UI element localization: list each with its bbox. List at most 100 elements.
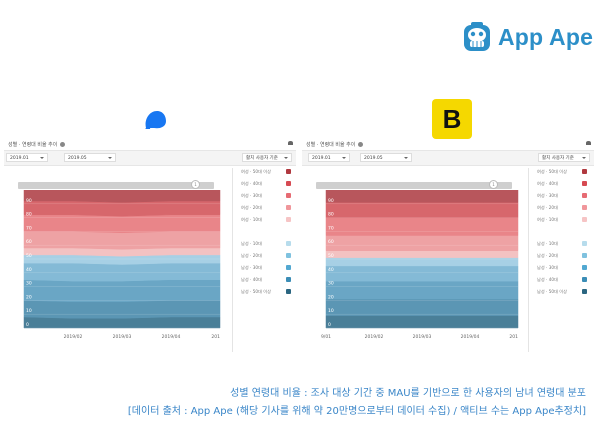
y-tick-label: 30 <box>26 281 32 287</box>
y-tick-label: 10 <box>26 308 32 314</box>
y-tick-label: 60 <box>26 239 32 245</box>
panel-title: 성별 · 연령대 비율 추이 <box>8 141 66 148</box>
legend-item[interactable]: 여성 · 30대 <box>234 192 294 200</box>
end-date-select[interactable]: 2019.05 <box>360 153 412 162</box>
y-tick-label: 90 <box>26 198 32 204</box>
start-date-select[interactable]: 2019.01 <box>308 153 350 162</box>
legend-item[interactable]: 남성 · 20대 <box>530 252 590 260</box>
legend-item[interactable]: 남성 · 50대 이상 <box>234 288 294 296</box>
legend-item[interactable]: 여성 · 50대 이상 <box>530 168 590 176</box>
download-icon[interactable] <box>287 140 294 146</box>
y-tick-label: 80 <box>26 212 32 218</box>
legend-checkbox[interactable] <box>286 277 291 282</box>
panel-title: 성별 · 연령대 비율 추이 <box>306 141 364 148</box>
legend-checkbox[interactable] <box>286 253 291 258</box>
legend-item[interactable]: 남성 · 30대 <box>530 264 590 272</box>
slider-handle-label: 1 <box>194 182 197 187</box>
chevron-down-icon <box>582 157 586 159</box>
x-tick-label: 2019/03 <box>113 334 132 340</box>
y-tick-label: 40 <box>26 267 32 273</box>
legend-item[interactable]: 남성 · 10대 <box>234 240 294 248</box>
slider-handle[interactable]: 1 <box>489 180 498 189</box>
legend-item[interactable]: 여성 · 20대 <box>234 204 294 212</box>
legend-checkbox[interactable] <box>286 205 291 210</box>
area-series <box>325 235 519 251</box>
end-date-select[interactable]: 2019.05 <box>64 153 116 162</box>
slider-handle[interactable]: 1 <box>191 180 200 189</box>
legend-checkbox[interactable] <box>286 169 291 174</box>
range-slider[interactable]: 1 <box>18 180 214 189</box>
panel-right: 성별 · 연령대 비율 추이 2019.01 2019.05 활치 사용자 기준… <box>302 138 594 352</box>
legend-checkbox[interactable] <box>582 241 587 246</box>
end-date-value: 2019.05 <box>364 156 383 161</box>
legend-label: 여성 · 50대 이상 <box>241 169 271 174</box>
legend-checkbox[interactable] <box>286 181 291 186</box>
legend-checkbox[interactable] <box>582 181 587 186</box>
legend-label: 여성 · 30대 <box>241 193 262 198</box>
legend-item[interactable]: 여성 · 10대 <box>530 216 590 224</box>
area-series <box>325 265 519 282</box>
x-tick-label: 2019/03 <box>413 334 432 340</box>
legend-checkbox[interactable] <box>286 193 291 198</box>
area-series <box>23 190 221 203</box>
help-icon[interactable] <box>60 142 66 147</box>
basis-select[interactable]: 활치 사용자 기준 <box>242 153 292 162</box>
legend-item[interactable]: 남성 · 50대 이상 <box>530 288 590 296</box>
legend-item[interactable]: 남성 · 40대 <box>530 276 590 284</box>
area-series <box>23 200 221 217</box>
legend-label: 여성 · 10대 <box>537 217 558 222</box>
legend-checkbox[interactable] <box>582 253 587 258</box>
chevron-down-icon <box>404 157 408 159</box>
end-date-value: 2019.05 <box>68 156 87 161</box>
x-tick-label: 9/01 <box>321 334 331 340</box>
filter-bar: 2019.01 2019.05 활치 사용자 기준 <box>4 150 296 166</box>
legend-label: 여성 · 10대 <box>241 217 262 222</box>
basis-value: 활치 사용자 기준 <box>542 156 574 161</box>
legend-label: 남성 · 50대 이상 <box>241 289 271 294</box>
stacked-area-chart-right: 0 10 20 30 40 50 60 70 80 90 9/01 2019/02 2019/03 201… <box>321 190 519 340</box>
stacked-area-chart-left: 0 10 20 30 40 50 60 70 80 90 2019/02 2019/03 2019/04… <box>23 190 221 340</box>
area-series <box>23 279 221 303</box>
legend-item[interactable]: 여성 · 30대 <box>530 192 590 200</box>
legend-checkbox[interactable] <box>582 193 587 198</box>
area-series <box>325 217 519 236</box>
area-series <box>23 231 221 250</box>
caption-source: [데이터 출처 : App Ape (해당 기사를 위해 약 20만명으로부터 … <box>127 406 586 417</box>
legend-checkbox[interactable] <box>286 289 291 294</box>
y-tick-label: 50 <box>328 253 334 259</box>
legend-item[interactable]: 여성 · 40대 <box>234 180 294 188</box>
y-tick-label: 80 <box>328 212 334 218</box>
legend-item[interactable]: 남성 · 10대 <box>530 240 590 248</box>
download-icon[interactable] <box>585 140 592 146</box>
legend-checkbox[interactable] <box>582 277 587 282</box>
basis-select[interactable]: 활치 사용자 기준 <box>538 153 590 162</box>
help-icon[interactable] <box>358 142 364 147</box>
legend-item[interactable]: 여성 · 20대 <box>530 204 590 212</box>
range-slider[interactable]: 1 <box>316 180 512 189</box>
y-tick-label: 40 <box>328 267 334 273</box>
legend-checkbox[interactable] <box>582 169 587 174</box>
y-tick-label: 60 <box>328 239 334 245</box>
legend-label: 남성 · 20대 <box>537 253 558 258</box>
legend-item[interactable]: 여성 · 50대 이상 <box>234 168 294 176</box>
legend-item[interactable]: 남성 · 20대 <box>234 252 294 260</box>
legend-checkbox[interactable] <box>582 217 587 222</box>
legend-item[interactable]: 여성 · 10대 <box>234 216 294 224</box>
app-letter: B <box>442 104 462 134</box>
legend-checkbox[interactable] <box>582 265 587 270</box>
chevron-down-icon <box>40 157 44 159</box>
legend-label: 여성 · 40대 <box>537 181 558 186</box>
x-tick-label: 2019/02 <box>365 334 384 340</box>
legend-label: 여성 · 30대 <box>537 193 558 198</box>
start-date-select[interactable]: 2019.01 <box>6 153 48 162</box>
legend-checkbox[interactable] <box>582 289 587 294</box>
legend-checkbox[interactable] <box>582 205 587 210</box>
legend-item[interactable]: 남성 · 30대 <box>234 264 294 272</box>
legend-checkbox[interactable] <box>286 217 291 222</box>
legend-item[interactable]: 여성 · 40대 <box>530 180 590 188</box>
legend-label: 남성 · 40대 <box>241 277 262 282</box>
legend-checkbox[interactable] <box>286 241 291 246</box>
legend-checkbox[interactable] <box>286 265 291 270</box>
x-tick-label: 201 <box>509 334 518 340</box>
legend-item[interactable]: 남성 · 40대 <box>234 276 294 284</box>
